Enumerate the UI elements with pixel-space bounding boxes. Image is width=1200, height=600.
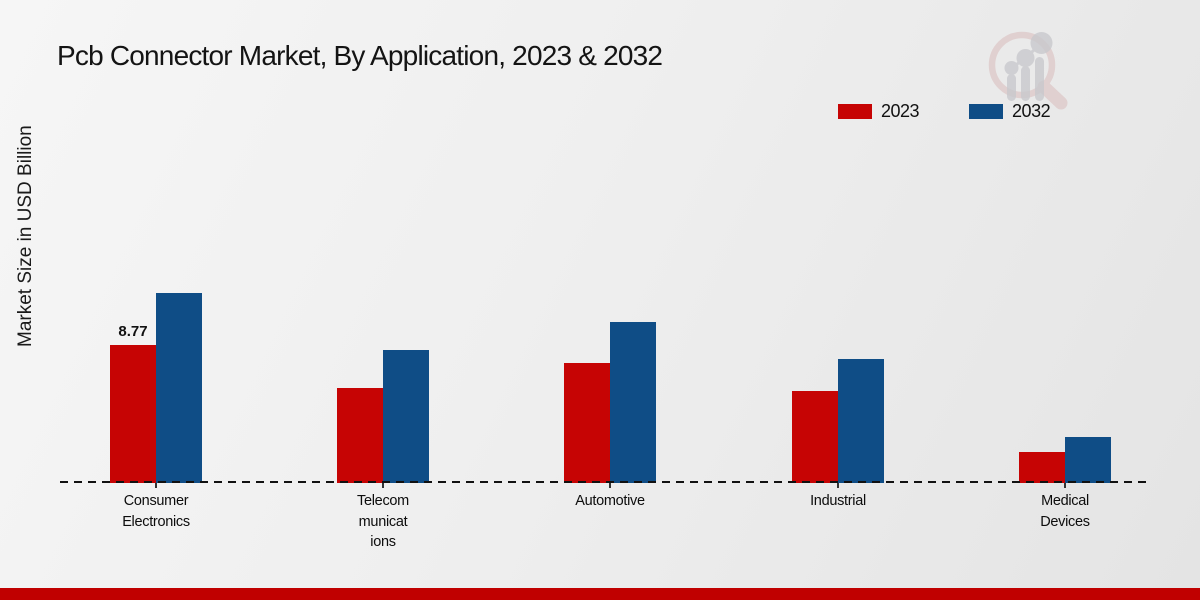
bar-2032-telecommunications [383, 350, 429, 483]
category-label-medical-devices: Medical Devices [1040, 493, 1090, 530]
bar-2023-automotive [564, 363, 610, 483]
category-label-consumer-electronics: Consumer Electronics [122, 493, 190, 530]
bar-2023-telecommunications [337, 388, 383, 483]
bar-2032-consumer-electronics [156, 293, 202, 483]
legend-item-2032: 2032 [969, 101, 1051, 122]
bar-2023-medical-devices [1019, 452, 1065, 483]
bar-2023-consumer-electronics [110, 345, 156, 483]
bar-2023-industrial [792, 391, 838, 483]
bar-2032-automotive [610, 322, 656, 483]
category-label-industrial: Industrial [810, 493, 866, 509]
x-tick-consumer-electronics [155, 483, 157, 488]
bar-2032-industrial [838, 359, 884, 483]
x-tick-automotive [609, 483, 611, 488]
x-tick-medical-devices [1064, 483, 1066, 488]
category-label-automotive: Automotive [575, 493, 645, 509]
magnifier-bar-chart-logo-icon [988, 31, 1068, 110]
chart-title: Pcb Connector Market, By Application, 20… [57, 40, 663, 71]
x-tick-telecommunications [382, 483, 384, 488]
legend-item-2023: 2023 [838, 101, 920, 122]
legend-swatch-2032 [969, 104, 1004, 119]
legend: 2023 2032 [838, 101, 1051, 122]
data-label-2023-consumer-electronics: 8.77 [118, 323, 148, 340]
legend-label-2023: 2023 [881, 101, 920, 121]
category-label-telecommunications: Telecom municat ions [357, 493, 409, 551]
bottom-accent-bar [0, 588, 1200, 600]
x-axis-baseline [60, 481, 1152, 483]
bar-2032-medical-devices [1065, 437, 1111, 483]
legend-label-2032: 2032 [1012, 101, 1051, 121]
legend-swatch-2023 [838, 104, 872, 119]
x-tick-industrial [837, 483, 839, 488]
